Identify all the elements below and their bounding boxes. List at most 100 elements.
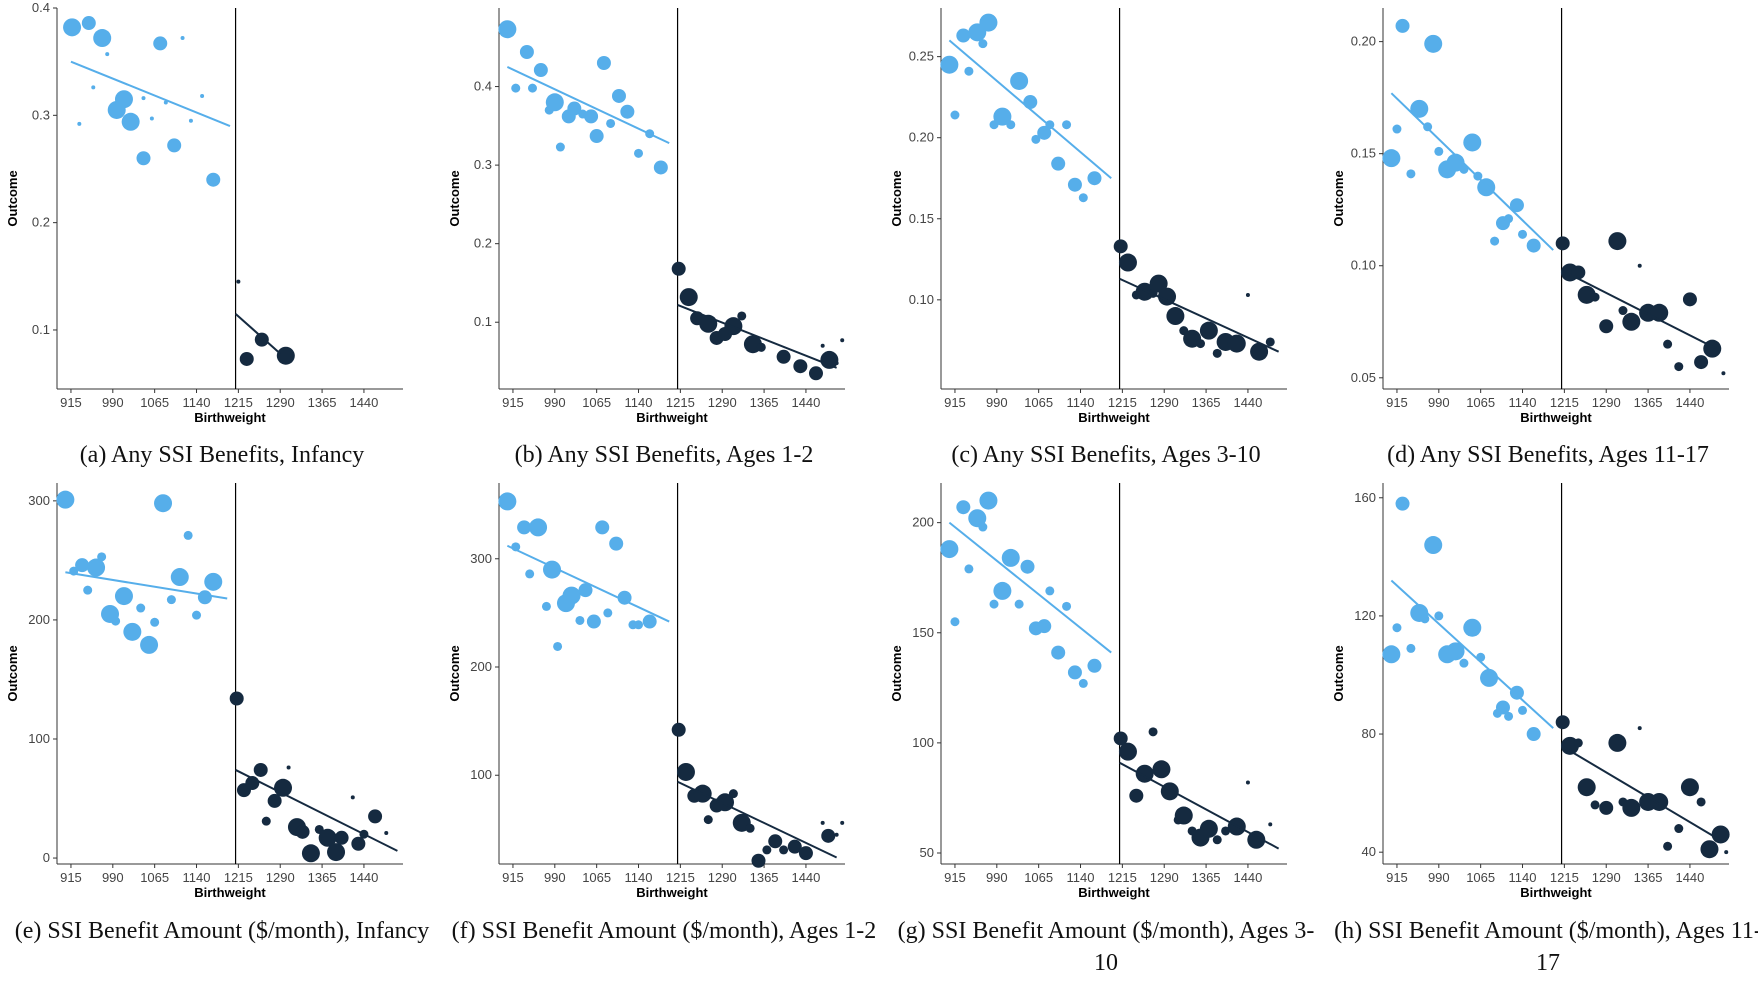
- data-point-below-cutoff: [979, 13, 998, 32]
- data-point-below-cutoff: [136, 603, 146, 613]
- x-tick-label: 1215: [224, 870, 253, 885]
- data-point-below-cutoff: [606, 118, 616, 128]
- x-tick-label: 1365: [308, 870, 337, 885]
- data-point-below-cutoff: [1434, 146, 1444, 156]
- data-point-below-cutoff: [192, 610, 202, 620]
- fit-line-below-cutoff: [70, 60, 231, 127]
- panel-e: 915 990 1065 1140 1215 1290 1365 1440 0 100 200 300…: [5, 483, 403, 900]
- data-point-below-cutoff: [121, 112, 140, 131]
- data-point-above-cutoff: [1622, 312, 1641, 331]
- x-tick-label: 1365: [750, 395, 779, 410]
- data-point-below-cutoff: [1031, 134, 1041, 144]
- y-tick-label: 100: [28, 731, 50, 746]
- data-point-above-cutoff: [1129, 788, 1144, 803]
- caption-d: (d) Any SSI Benefits, Ages 11-17: [1387, 442, 1709, 468]
- data-point-below-cutoff: [519, 44, 534, 59]
- data-point-above-cutoff: [1149, 274, 1168, 293]
- y-axis-title: Outcome: [447, 170, 462, 226]
- x-tick-label: 915: [502, 395, 524, 410]
- data-point-above-cutoff: [737, 311, 747, 321]
- data-point-above-cutoff: [368, 809, 383, 824]
- data-point-below-cutoff: [150, 617, 160, 627]
- data-point-below-cutoff: [993, 581, 1012, 600]
- y-tick-label: 0.10: [909, 292, 934, 307]
- y-tick-label: 0.15: [909, 211, 934, 226]
- y-tick-label: 0.20: [909, 130, 934, 145]
- data-point-below-cutoff: [993, 107, 1012, 126]
- x-axis-title: Birthweight: [194, 885, 266, 900]
- y-tick-label: 0.20: [1351, 34, 1376, 49]
- data-point-below-cutoff: [141, 96, 146, 101]
- data-point-below-cutoff: [149, 116, 154, 121]
- data-point-below-cutoff: [1062, 120, 1072, 130]
- data-point-below-cutoff: [1382, 645, 1401, 664]
- x-tick-label: 1065: [1466, 395, 1495, 410]
- data-point-below-cutoff: [1037, 125, 1052, 140]
- data-point-above-cutoff: [745, 823, 755, 833]
- data-point-below-cutoff: [1023, 95, 1038, 110]
- data-point-below-cutoff: [964, 66, 974, 76]
- data-point-below-cutoff: [527, 83, 537, 93]
- panel-a: 915 990 1065 1140 1215 1290 1365 1440 0.1 0.2 0.3 0…: [5, 0, 403, 425]
- y-tick-label: 50: [920, 845, 934, 860]
- data-point-below-cutoff: [634, 148, 644, 158]
- data-point-below-cutoff: [611, 88, 626, 103]
- data-point-below-cutoff: [1518, 229, 1528, 239]
- x-tick-label: 990: [1428, 395, 1450, 410]
- data-point-above-cutoff: [768, 834, 783, 849]
- data-point-above-cutoff: [787, 839, 802, 854]
- fit-line-below-cutoff: [506, 66, 670, 145]
- x-tick-label: 1215: [666, 395, 695, 410]
- data-point-below-cutoff: [575, 615, 585, 625]
- caption-e: (e) SSI Benefit Amount ($/month), Infanc…: [14, 918, 430, 944]
- data-point-below-cutoff: [1526, 727, 1541, 742]
- data-point-above-cutoff: [840, 820, 845, 825]
- data-point-above-cutoff: [1118, 742, 1137, 761]
- data-point-below-cutoff: [200, 94, 205, 99]
- data-point-above-cutoff: [239, 351, 254, 366]
- x-tick-label: 1065: [1024, 395, 1053, 410]
- data-point-above-cutoff: [253, 762, 268, 777]
- data-point-below-cutoff: [950, 617, 960, 627]
- data-point-above-cutoff: [1680, 778, 1699, 797]
- data-point-below-cutoff: [562, 586, 581, 605]
- x-axis-title: Birthweight: [1078, 410, 1150, 425]
- y-tick-label: 160: [1354, 490, 1376, 505]
- data-point-above-cutoff: [821, 828, 836, 843]
- x-tick-label: 1440: [1233, 870, 1262, 885]
- fit-line-above-cutoff: [677, 304, 837, 369]
- fit-line-above-cutoff: [1561, 269, 1722, 352]
- x-axis-title: Birthweight: [1078, 885, 1150, 900]
- data-point-above-cutoff: [1590, 292, 1600, 302]
- data-point-below-cutoff: [1382, 149, 1401, 168]
- data-point-above-cutoff: [351, 836, 366, 851]
- data-point-above-cutoff: [1674, 824, 1684, 834]
- y-tick-label: 0.3: [32, 107, 50, 122]
- data-point-below-cutoff: [183, 530, 193, 540]
- data-point-above-cutoff: [1577, 778, 1596, 797]
- data-point-below-cutoff: [1477, 178, 1496, 197]
- x-tick-label: 1065: [582, 395, 611, 410]
- data-point-below-cutoff: [545, 93, 564, 112]
- x-tick-label: 1440: [349, 395, 378, 410]
- data-point-above-cutoff: [334, 830, 349, 845]
- x-tick-label: 1365: [1634, 870, 1663, 885]
- data-point-above-cutoff: [1599, 800, 1614, 815]
- data-point-below-cutoff: [498, 20, 517, 39]
- data-point-below-cutoff: [1420, 614, 1430, 624]
- data-point-above-cutoff: [254, 332, 269, 347]
- data-point-above-cutoff: [671, 261, 686, 276]
- data-point-above-cutoff: [1199, 819, 1218, 838]
- data-point-above-cutoff: [1724, 850, 1729, 855]
- panel-d: 915 990 1065 1140 1215 1290 1365 1440 0.05 0.10 0.…: [1331, 8, 1729, 425]
- data-point-above-cutoff: [286, 765, 291, 770]
- data-point-above-cutoff: [1571, 265, 1586, 280]
- data-point-above-cutoff: [820, 820, 825, 825]
- data-point-below-cutoff: [1463, 618, 1482, 637]
- x-tick-label: 1290: [266, 870, 295, 885]
- data-point-below-cutoff: [533, 63, 548, 78]
- x-tick-label: 1140: [625, 395, 653, 410]
- x-tick-label: 990: [102, 395, 124, 410]
- data-point-above-cutoff: [1573, 738, 1583, 748]
